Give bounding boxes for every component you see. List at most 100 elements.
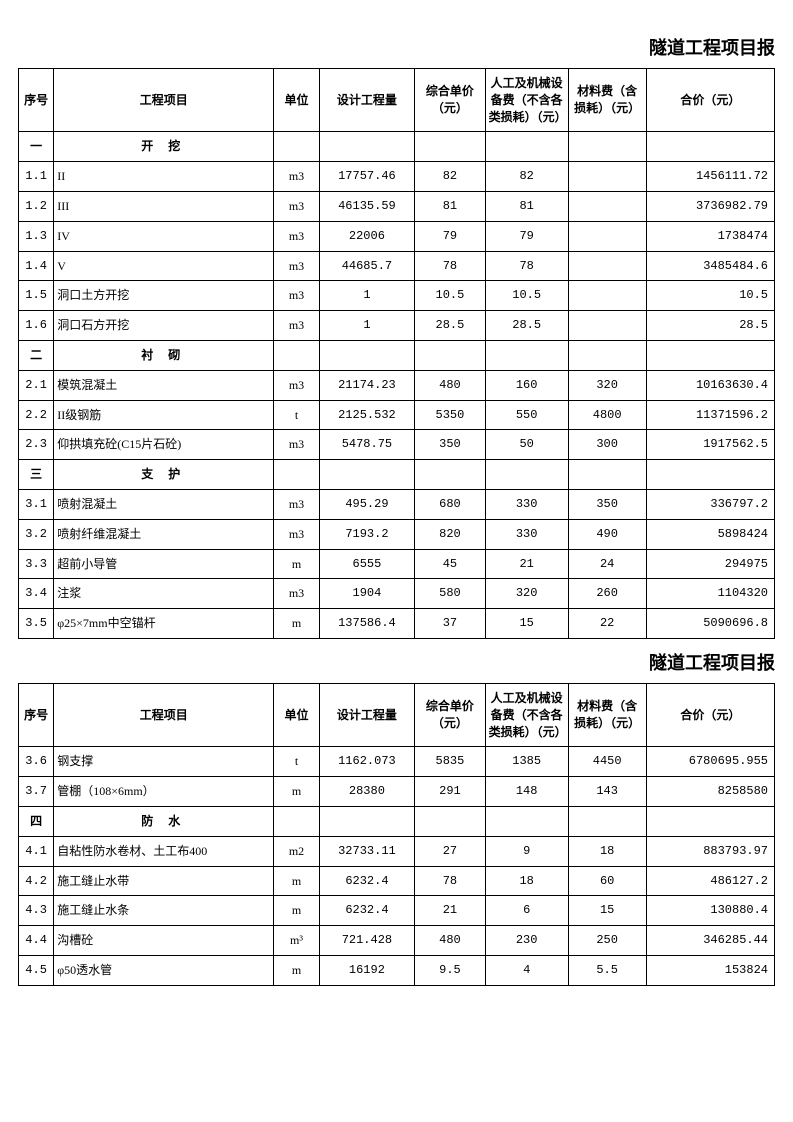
cell-labor: 50	[485, 430, 568, 460]
cell-unit: m	[274, 896, 319, 926]
cell-unit: m	[274, 609, 319, 639]
cell-sum: 153824	[646, 955, 774, 985]
empty-cell	[485, 340, 568, 370]
section-seq: 二	[19, 340, 54, 370]
th-labor: 人工及机械设备费（不含各类损耗）（元）	[485, 683, 568, 746]
cell-labor: 79	[485, 221, 568, 251]
cell-sum: 1456111.72	[646, 162, 774, 192]
section-seq: 四	[19, 806, 54, 836]
cell-unit: t	[274, 400, 319, 430]
cell-qty: 721.428	[319, 926, 415, 956]
cell-sum: 5090696.8	[646, 609, 774, 639]
cell-unit: m3	[274, 579, 319, 609]
table-row: 4.5φ50透水管m161929.545.5153824	[19, 955, 775, 985]
empty-cell	[568, 806, 646, 836]
cell-qty: 6232.4	[319, 866, 415, 896]
cell-mat	[568, 191, 646, 221]
cell-proj: IV	[54, 221, 274, 251]
cell-price: 81	[415, 191, 485, 221]
cell-mat: 143	[568, 777, 646, 807]
cell-proj: II	[54, 162, 274, 192]
cell-seq: 3.3	[19, 549, 54, 579]
cell-mat: 22	[568, 609, 646, 639]
empty-cell	[485, 460, 568, 490]
section-row: 三支 护	[19, 460, 775, 490]
cell-sum: 28.5	[646, 311, 774, 341]
empty-cell	[319, 460, 415, 490]
cell-seq: 2.1	[19, 370, 54, 400]
cell-unit: m	[274, 777, 319, 807]
cell-price: 350	[415, 430, 485, 460]
cell-seq: 4.3	[19, 896, 54, 926]
cell-mat: 490	[568, 519, 646, 549]
cell-mat	[568, 162, 646, 192]
cell-sum: 1104320	[646, 579, 774, 609]
cell-labor: 15	[485, 609, 568, 639]
cell-mat: 4800	[568, 400, 646, 430]
cell-seq: 1.3	[19, 221, 54, 251]
cell-mat	[568, 221, 646, 251]
cell-price: 10.5	[415, 281, 485, 311]
cell-proj: 自粘性防水卷材、土工布400	[54, 836, 274, 866]
cell-proj: 洞口石方开挖	[54, 311, 274, 341]
cell-mat: 260	[568, 579, 646, 609]
empty-cell	[415, 340, 485, 370]
empty-cell	[646, 806, 774, 836]
th-qty: 设计工程量	[319, 69, 415, 132]
cell-unit: m2	[274, 836, 319, 866]
th-proj: 工程项目	[54, 69, 274, 132]
cell-price: 580	[415, 579, 485, 609]
cell-labor: 148	[485, 777, 568, 807]
cell-seq: 1.5	[19, 281, 54, 311]
cell-mat: 250	[568, 926, 646, 956]
cell-price: 9.5	[415, 955, 485, 985]
cell-unit: m3	[274, 370, 319, 400]
cell-qty: 46135.59	[319, 191, 415, 221]
cell-unit: m³	[274, 926, 319, 956]
table-row: 1.3IVm32200679791738474	[19, 221, 775, 251]
cell-proj: 钢支撑	[54, 747, 274, 777]
section-row: 四防 水	[19, 806, 775, 836]
cell-qty: 1904	[319, 579, 415, 609]
cell-proj: 施工缝止水条	[54, 896, 274, 926]
cell-sum: 346285.44	[646, 926, 774, 956]
cell-qty: 21174.23	[319, 370, 415, 400]
cell-sum: 1917562.5	[646, 430, 774, 460]
cell-sum: 336797.2	[646, 489, 774, 519]
cell-qty: 16192	[319, 955, 415, 985]
th-proj: 工程项目	[54, 683, 274, 746]
section-row: 一开 挖	[19, 132, 775, 162]
cell-labor: 10.5	[485, 281, 568, 311]
cell-sum: 486127.2	[646, 866, 774, 896]
cell-labor: 6	[485, 896, 568, 926]
cell-qty: 137586.4	[319, 609, 415, 639]
cell-proj: 沟槽砼	[54, 926, 274, 956]
empty-cell	[485, 806, 568, 836]
cell-seq: 3.2	[19, 519, 54, 549]
th-mat: 材料费（含损耗）（元）	[568, 69, 646, 132]
cell-sum: 294975	[646, 549, 774, 579]
empty-cell	[568, 460, 646, 490]
cell-mat: 15	[568, 896, 646, 926]
cell-labor: 4	[485, 955, 568, 985]
empty-cell	[568, 132, 646, 162]
empty-cell	[319, 132, 415, 162]
cell-price: 5835	[415, 747, 485, 777]
cell-seq: 4.2	[19, 866, 54, 896]
cell-seq: 3.5	[19, 609, 54, 639]
th-seq: 序号	[19, 683, 54, 746]
cell-qty: 5478.75	[319, 430, 415, 460]
cell-proj: V	[54, 251, 274, 281]
cell-proj: 超前小导管	[54, 549, 274, 579]
table-row: 3.4注浆m319045803202601104320	[19, 579, 775, 609]
cell-qty: 1	[319, 281, 415, 311]
cell-seq: 3.6	[19, 747, 54, 777]
cell-seq: 3.1	[19, 489, 54, 519]
th-sum: 合价（元）	[646, 683, 774, 746]
table-row: 3.6钢支撑t1162.0735835138544506780695.955	[19, 747, 775, 777]
quote-table-2: 序号 工程项目 单位 设计工程量 综合单价（元） 人工及机械设备费（不含各类损耗…	[18, 683, 775, 986]
empty-cell	[415, 132, 485, 162]
cell-proj: 注浆	[54, 579, 274, 609]
cell-labor: 18	[485, 866, 568, 896]
cell-price: 78	[415, 866, 485, 896]
